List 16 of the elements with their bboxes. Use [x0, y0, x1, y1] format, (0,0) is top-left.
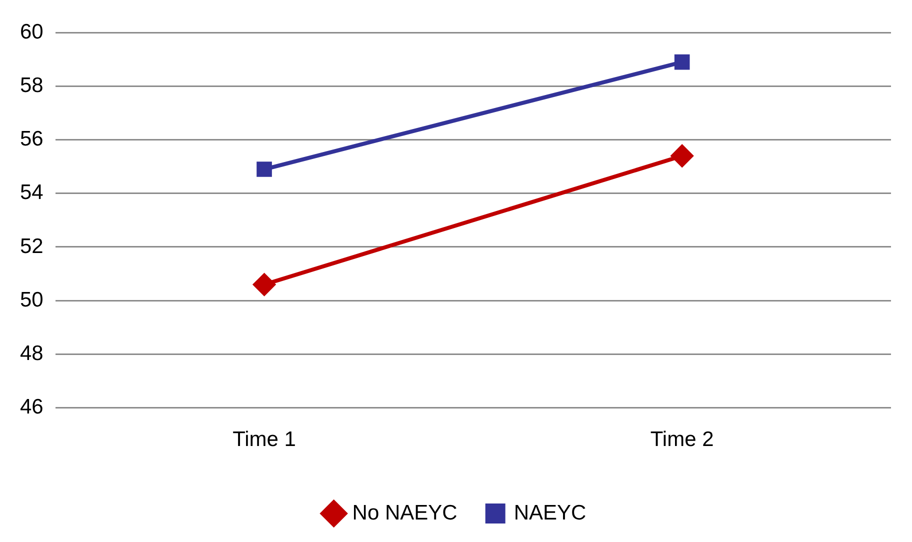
y-tick-label: 46: [20, 396, 44, 419]
legend-label: NAEYC: [514, 501, 586, 524]
point: [671, 144, 694, 167]
point: [256, 162, 272, 177]
x-tick-label: Time 1: [232, 428, 296, 452]
y-tick-label: 50: [20, 288, 44, 312]
legend-label: No NAEYC: [352, 501, 458, 524]
x-tick-label: Time 2: [650, 428, 714, 452]
y-tick-label: 48: [20, 342, 44, 365]
y-tick-label: 58: [20, 74, 44, 97]
y-tick-label: 60: [20, 20, 44, 44]
y-tick-label: 54: [20, 181, 44, 204]
y-tick-label: 56: [20, 128, 44, 151]
point: [674, 54, 690, 70]
point: [253, 274, 276, 296]
y-tick-label: 52: [20, 234, 44, 258]
